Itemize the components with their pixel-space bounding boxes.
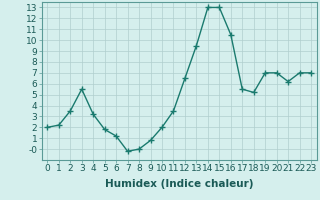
X-axis label: Humidex (Indice chaleur): Humidex (Indice chaleur) xyxy=(105,179,253,189)
